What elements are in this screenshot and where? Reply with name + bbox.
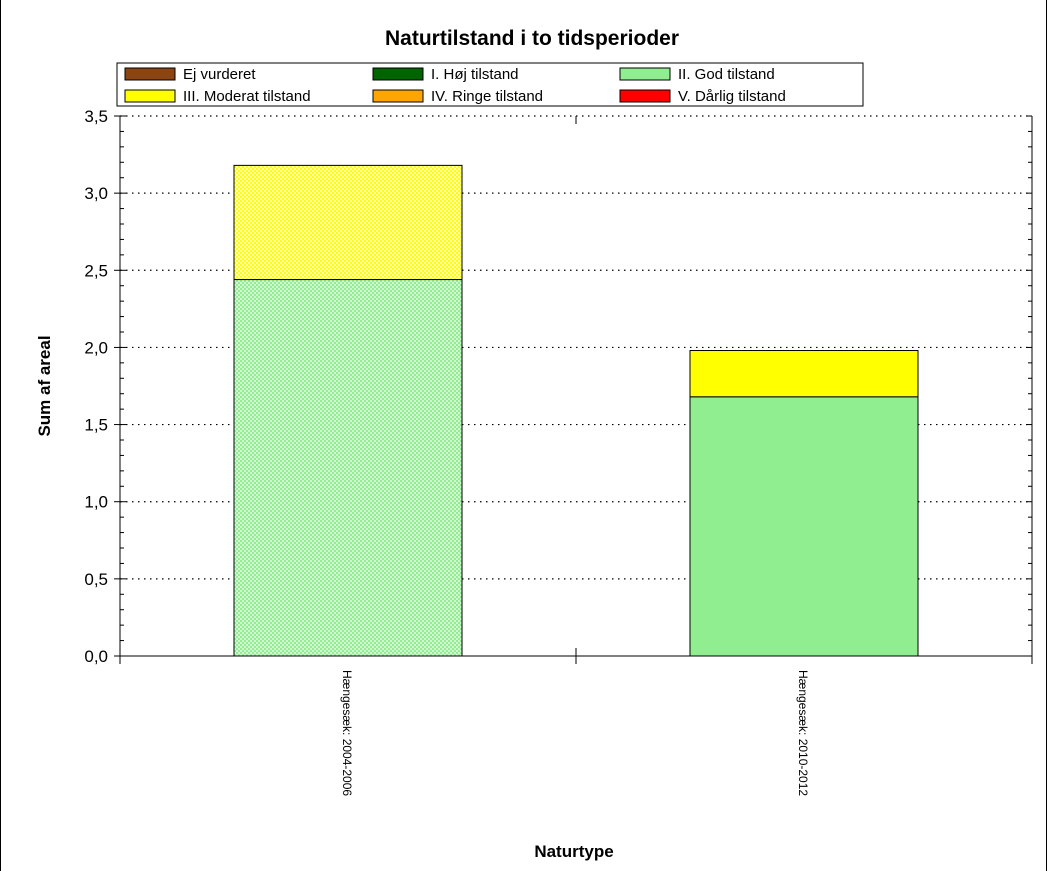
y-tick-label: 3,5 (84, 107, 108, 126)
legend-label: IV. Ringe tilstand (431, 88, 543, 105)
y-axis-title: Sum af areal (35, 335, 54, 436)
y-tick-label: 1,0 (84, 493, 108, 512)
legend-label: II. God tilstand (678, 66, 775, 83)
legend: Ej vurderet I. Høj tilstand II. God tilsta… (116, 62, 864, 107)
legend-box (116, 62, 864, 107)
legend-label: V. Dårlig tilstand (678, 88, 786, 105)
x-axis-title: Naturtype (534, 842, 613, 861)
legend-label: I. Høj tilstand (431, 66, 519, 83)
legend-swatch (372, 89, 424, 103)
legend-swatch (124, 67, 176, 81)
chart-title: Naturtilstand i to tidsperioder (385, 27, 679, 50)
y-tick-label: 1,5 (84, 416, 108, 435)
x-category-label: Hængesæk: 2004-2006 (340, 670, 354, 796)
y-tick-label: 2,5 (84, 261, 108, 280)
y-tick-label: 0,0 (84, 647, 108, 666)
legend-label: III. Moderat tilstand (183, 88, 311, 105)
legend-swatch (619, 67, 671, 81)
legend-swatch (124, 89, 176, 103)
bar-segment (233, 164, 463, 281)
y-tick-label: 0,5 (84, 570, 108, 589)
x-category-label: Hængesæk: 2010-2012 (796, 670, 810, 796)
legend-label: Ej vurderet (183, 66, 256, 83)
legend-swatch (372, 67, 424, 81)
plot-area: 0,0 0,5 1,0 1,5 2,0 2,5 3,0 3,5 Hængesæk: 2004-… (84, 107, 1033, 796)
bar-segment (689, 350, 919, 398)
y-tick-label: 3,0 (84, 184, 108, 203)
bar-segment (233, 279, 463, 657)
bar-segment (689, 396, 919, 657)
y-tick-label: 2,0 (84, 338, 108, 357)
legend-swatch (619, 89, 671, 103)
